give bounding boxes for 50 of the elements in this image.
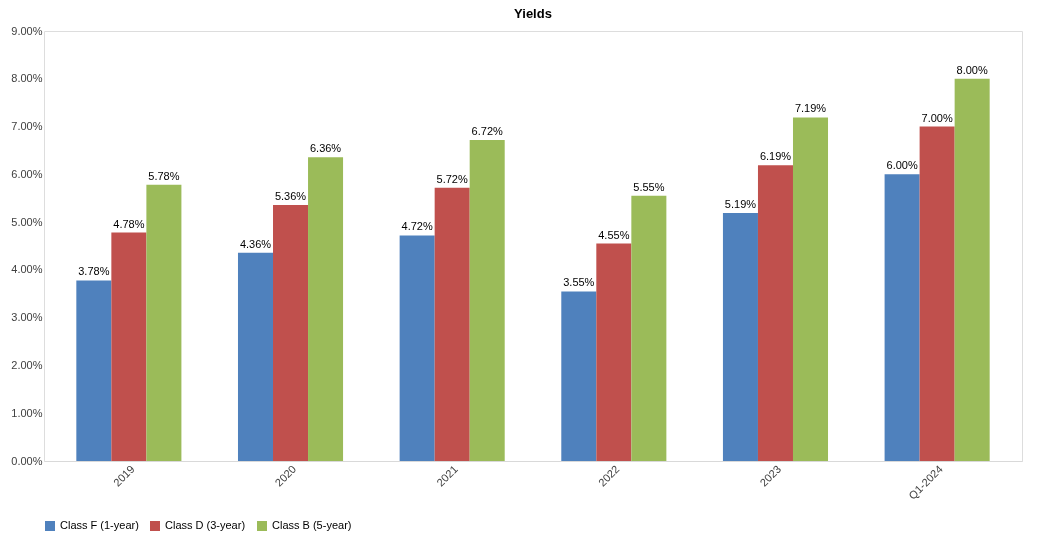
data-label: 3.55% xyxy=(563,276,595,289)
bar xyxy=(76,280,112,461)
bar xyxy=(596,243,632,461)
data-label: 5.36% xyxy=(274,189,307,202)
data-label: 6.36% xyxy=(309,142,342,155)
bar xyxy=(631,195,667,461)
legend-label: Class F (1-year) xyxy=(60,519,139,531)
bar xyxy=(434,187,470,461)
data-label: 4.55% xyxy=(598,228,630,241)
bar xyxy=(954,78,990,461)
data-label: 6.72% xyxy=(471,124,504,137)
data-label: 5.55% xyxy=(633,180,665,193)
bar xyxy=(237,252,274,461)
data-label: 7.19% xyxy=(794,102,827,115)
legend-label: Class B (5-year) xyxy=(272,519,352,531)
data-label: 5.19% xyxy=(724,198,757,211)
y-tick-label: 3.00% xyxy=(11,311,43,324)
data-label: 3.78% xyxy=(78,265,110,278)
data-label: 8.00% xyxy=(956,63,988,76)
bar xyxy=(884,174,920,461)
bar xyxy=(722,213,758,461)
bar xyxy=(399,235,435,461)
data-label: 7.00% xyxy=(921,111,953,124)
legend-label: Class D (3-year) xyxy=(165,519,246,531)
data-label: 5.72% xyxy=(436,172,468,185)
data-label: 5.78% xyxy=(148,169,180,182)
data-label: 6.00% xyxy=(886,159,918,172)
y-tick-label: 9.00% xyxy=(11,24,43,37)
bar xyxy=(146,184,182,461)
bar xyxy=(919,126,955,461)
bar xyxy=(469,139,505,461)
data-label: 4.36% xyxy=(239,237,272,250)
y-tick-label: 4.00% xyxy=(11,263,43,276)
chart-title: Yields xyxy=(514,6,552,21)
y-tick-label: 7.00% xyxy=(11,120,43,133)
y-tick-label: 5.00% xyxy=(11,215,43,228)
bar xyxy=(757,165,793,461)
y-tick-label: 2.00% xyxy=(11,358,43,371)
bar xyxy=(273,204,309,461)
data-label: 6.19% xyxy=(759,150,792,163)
bar xyxy=(561,291,597,461)
data-label: 4.72% xyxy=(401,220,433,233)
bar xyxy=(111,232,147,461)
y-tick-label: 1.00% xyxy=(11,406,43,419)
y-tick-label: 0.00% xyxy=(11,454,43,467)
bar xyxy=(792,117,829,461)
y-tick-label: 8.00% xyxy=(11,72,43,85)
bar xyxy=(308,157,344,461)
y-tick-label: 6.00% xyxy=(11,167,43,180)
data-label: 4.78% xyxy=(113,217,145,230)
